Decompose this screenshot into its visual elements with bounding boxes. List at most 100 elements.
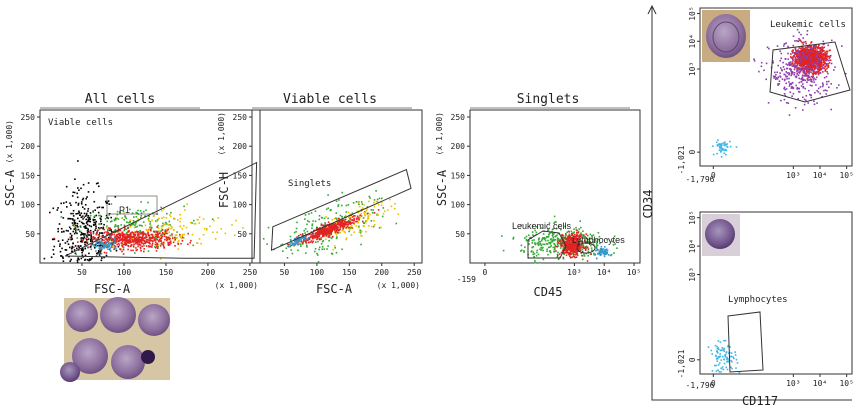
event-dot	[168, 214, 171, 216]
event-dot	[790, 53, 792, 55]
event-dot	[154, 231, 156, 234]
event-dot	[166, 232, 169, 235]
event-dot	[613, 252, 615, 254]
event-dot	[116, 234, 118, 236]
event-dot	[723, 152, 725, 155]
event-dot	[573, 241, 575, 244]
event-dot	[341, 229, 343, 232]
event-dot	[343, 230, 345, 233]
event-dot	[311, 224, 313, 227]
event-dot	[336, 226, 338, 229]
events	[262, 190, 400, 263]
event-dot	[94, 229, 96, 231]
event-dot	[809, 46, 812, 48]
event-dot	[801, 78, 804, 80]
y-tick-label: 50	[237, 230, 247, 239]
event-dot	[115, 216, 118, 219]
event-dot	[126, 239, 128, 241]
event-dot	[110, 216, 112, 219]
event-dot	[103, 223, 105, 226]
event-dot	[142, 234, 144, 237]
event-dot	[123, 236, 126, 239]
event-dot	[85, 240, 88, 243]
event-dot	[160, 227, 163, 229]
event-dot	[370, 225, 373, 228]
event-dot	[542, 249, 544, 252]
event-dot	[131, 237, 134, 239]
event-dot	[93, 221, 95, 224]
event-dot	[564, 235, 567, 237]
event-dot	[304, 238, 307, 241]
event-dot	[334, 222, 336, 225]
event-dot	[785, 88, 788, 90]
event-dot	[163, 223, 165, 226]
event-dot	[137, 235, 139, 237]
event-dot	[724, 339, 727, 342]
event-dot	[826, 89, 828, 92]
event-dot	[823, 61, 826, 63]
event-dot	[717, 356, 720, 358]
event-dot	[821, 55, 824, 58]
event-dot	[90, 245, 92, 248]
event-dot	[600, 245, 603, 248]
event-dot	[793, 68, 796, 71]
event-dot	[793, 74, 795, 76]
event-dot	[143, 245, 145, 247]
event-dot	[216, 231, 218, 234]
event-dot	[113, 237, 116, 239]
event-dot	[349, 216, 352, 219]
event-dot	[351, 225, 353, 227]
event-dot	[113, 230, 116, 232]
event-dot	[105, 226, 108, 229]
event-dot	[554, 239, 557, 241]
event-dot	[570, 250, 572, 253]
event-dot	[798, 37, 800, 40]
event-dot	[602, 248, 605, 250]
event-dot	[821, 85, 824, 88]
event-dot	[560, 245, 563, 248]
event-dot	[123, 219, 125, 221]
event-dot	[561, 234, 563, 236]
event-dot	[141, 231, 144, 234]
event-dot	[723, 362, 726, 365]
event-dot	[806, 60, 808, 63]
event-dot	[83, 226, 85, 228]
event-dot	[117, 230, 120, 232]
event-dot	[808, 53, 810, 56]
event-dot	[323, 248, 325, 250]
event-dot	[76, 225, 78, 227]
event-dot	[75, 229, 77, 231]
event-dot	[135, 238, 137, 241]
event-dot	[328, 232, 331, 235]
event-dot	[179, 225, 182, 227]
event-dot	[796, 54, 799, 57]
event-dot	[603, 251, 605, 253]
event-dot	[736, 362, 739, 364]
event-dot	[600, 249, 603, 251]
event-dot	[798, 50, 800, 52]
event-dot	[124, 238, 127, 241]
event-dot	[753, 60, 756, 62]
panel-title: Viable cells	[283, 92, 377, 107]
event-dot	[558, 239, 560, 242]
event-dot	[714, 364, 716, 367]
event-dot	[79, 214, 82, 216]
event-dot	[614, 243, 616, 245]
event-dot	[303, 240, 305, 242]
event-dot	[370, 209, 373, 211]
event-dot	[328, 231, 330, 234]
event-dot	[581, 246, 583, 249]
y-tick-label: 10⁵	[688, 6, 697, 20]
event-dot	[337, 222, 339, 225]
event-dot	[819, 56, 822, 59]
event-dot	[798, 51, 800, 54]
event-dot	[788, 114, 791, 116]
event-dot	[79, 226, 82, 228]
event-dot	[358, 231, 361, 234]
event-dot	[569, 235, 571, 238]
event-dot	[805, 58, 808, 61]
event-dot	[363, 212, 366, 214]
event-dot	[84, 227, 87, 229]
event-dot	[136, 225, 138, 228]
